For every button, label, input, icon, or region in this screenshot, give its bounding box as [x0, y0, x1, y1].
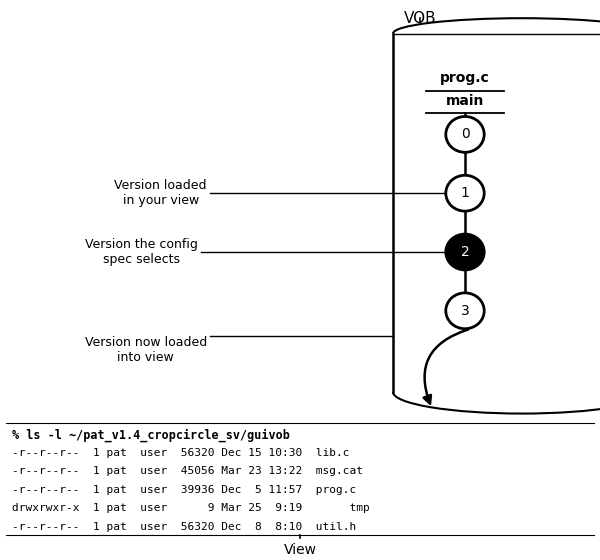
Circle shape — [446, 234, 484, 270]
Text: VOB: VOB — [404, 11, 436, 26]
Circle shape — [446, 116, 484, 152]
Text: % ls -l ~/pat_v1.4_cropcircle_sv/guivob: % ls -l ~/pat_v1.4_cropcircle_sv/guivob — [12, 428, 290, 442]
Text: Version loaded
in your view: Version loaded in your view — [115, 179, 207, 207]
Text: 0: 0 — [461, 128, 469, 141]
Circle shape — [446, 293, 484, 329]
FancyArrowPatch shape — [424, 329, 468, 404]
Text: -r--r--r--  1 pat  user  56320 Dec  8  8:10  util.h: -r--r--r-- 1 pat user 56320 Dec 8 8:10 u… — [12, 522, 356, 532]
Text: Version now loaded
into view: Version now loaded into view — [85, 336, 207, 364]
Text: View: View — [284, 543, 317, 557]
Text: 2: 2 — [461, 245, 469, 259]
Text: drwxrwxr-x  1 pat  user      9 Mar 25  9:19       tmp: drwxrwxr-x 1 pat user 9 Mar 25 9:19 tmp — [12, 503, 370, 514]
Text: -r--r--r--  1 pat  user  45056 Mar 23 13:22  msg.cat: -r--r--r-- 1 pat user 45056 Mar 23 13:22… — [12, 466, 363, 477]
Text: Version the config
spec selects: Version the config spec selects — [85, 238, 198, 266]
Text: prog.c: prog.c — [440, 72, 490, 86]
Text: main: main — [446, 94, 484, 108]
Text: -r--r--r--  1 pat  user  56320 Dec 15 10:30  lib.c: -r--r--r-- 1 pat user 56320 Dec 15 10:30… — [12, 448, 349, 458]
Text: -r--r--r--  1 pat  user  39936 Dec  5 11:57  prog.c: -r--r--r-- 1 pat user 39936 Dec 5 11:57 … — [12, 485, 356, 495]
Text: 3: 3 — [461, 304, 469, 318]
Text: 1: 1 — [461, 186, 469, 200]
Circle shape — [446, 175, 484, 211]
